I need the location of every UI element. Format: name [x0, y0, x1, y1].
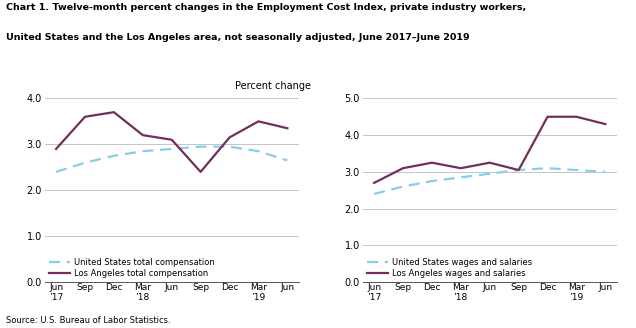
Text: Chart 1. Twelve-month percent changes in the Employment Cost Index, private indu: Chart 1. Twelve-month percent changes in… — [6, 3, 527, 12]
Text: United States and the Los Angeles area, not seasonally adjusted, June 2017–June : United States and the Los Angeles area, … — [6, 33, 470, 42]
Text: Percent change: Percent change — [235, 81, 311, 91]
Legend: United States total compensation, Los Angeles total compensation: United States total compensation, Los An… — [49, 258, 214, 278]
Legend: United States wages and salaries, Los Angeles wages and salaries: United States wages and salaries, Los An… — [367, 258, 532, 278]
Text: Source: U.S. Bureau of Labor Statistics.: Source: U.S. Bureau of Labor Statistics. — [6, 316, 171, 325]
